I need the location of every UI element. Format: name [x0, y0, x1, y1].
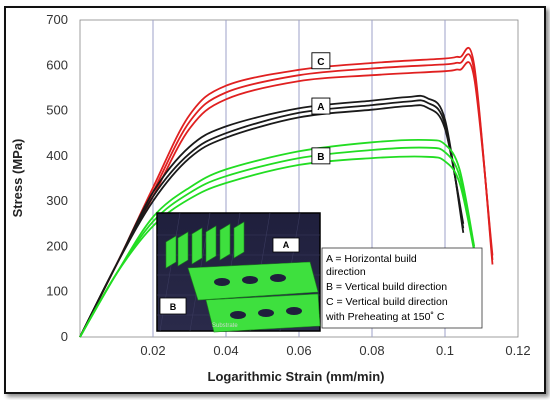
series-line-a-3 [79, 104, 465, 338]
y-tick-label: 100 [46, 284, 68, 299]
series-line-a-1 [79, 94, 465, 338]
series-line-b-1 [79, 139, 476, 338]
y-tick-label: 700 [46, 12, 68, 27]
legend-line-4: C = Vertical build direction [326, 296, 448, 308]
legend-box [321, 247, 483, 329]
x-tick-label: 0.06 [286, 343, 311, 358]
curve-label-box-c [311, 52, 331, 70]
inset-label-a-box [272, 237, 300, 253]
series-lines [79, 47, 494, 338]
inset-label-b-box [159, 297, 187, 315]
inset-photo: A B Substrate [156, 212, 321, 333]
x-tick-label: 0.1 [436, 343, 454, 358]
x-axis-ticks: 0.02 0.04 0.06 0.08 0.1 0.12 [140, 343, 530, 358]
y-tick-label: 600 [46, 57, 68, 72]
inset-label-a: A [283, 240, 290, 250]
legend-line-2: direction [326, 266, 366, 278]
curve-label-b: B [317, 152, 324, 163]
x-axis-title: Logarithmic Strain (mm/min) [208, 369, 385, 384]
y-tick-label: 400 [46, 148, 68, 163]
curve-label-a: A [317, 102, 324, 113]
series-line-b-3 [79, 155, 476, 338]
inset-horizontal-specimens [187, 261, 321, 333]
x-tick-label: 0.02 [140, 343, 165, 358]
legend-line-5: with Preheating at 150˚ C [325, 311, 445, 323]
curve-label-box-a [311, 97, 331, 115]
series-line-b-2 [79, 146, 476, 338]
x-tick-label: 0.04 [213, 343, 238, 358]
y-axis-title: Stress (MPa) [10, 139, 25, 218]
inset-vertical-specimens [165, 221, 245, 269]
inset-label-b: B [170, 302, 177, 312]
legend: A = Horizontal build direction B = Verti… [321, 247, 483, 329]
legend-line-3: B = Vertical build direction [326, 281, 447, 293]
y-axis-ticks: 0 100 200 300 400 500 600 700 [46, 12, 68, 344]
x-tick-label: 0.08 [359, 343, 384, 358]
y-tick-label: 0 [61, 329, 68, 344]
y-tick-label: 200 [46, 238, 68, 253]
series-line-a-2 [79, 99, 465, 338]
y-tick-label: 300 [46, 193, 68, 208]
curve-labels: C A B [311, 52, 331, 165]
x-tick-label: 0.12 [505, 343, 530, 358]
inset-substrate-caption: Substrate [212, 323, 238, 329]
y-tick-label: 500 [46, 103, 68, 118]
curve-label-c: C [317, 57, 324, 68]
legend-line-1: A = Horizontal build [326, 253, 417, 265]
curve-label-box-b [311, 147, 331, 165]
